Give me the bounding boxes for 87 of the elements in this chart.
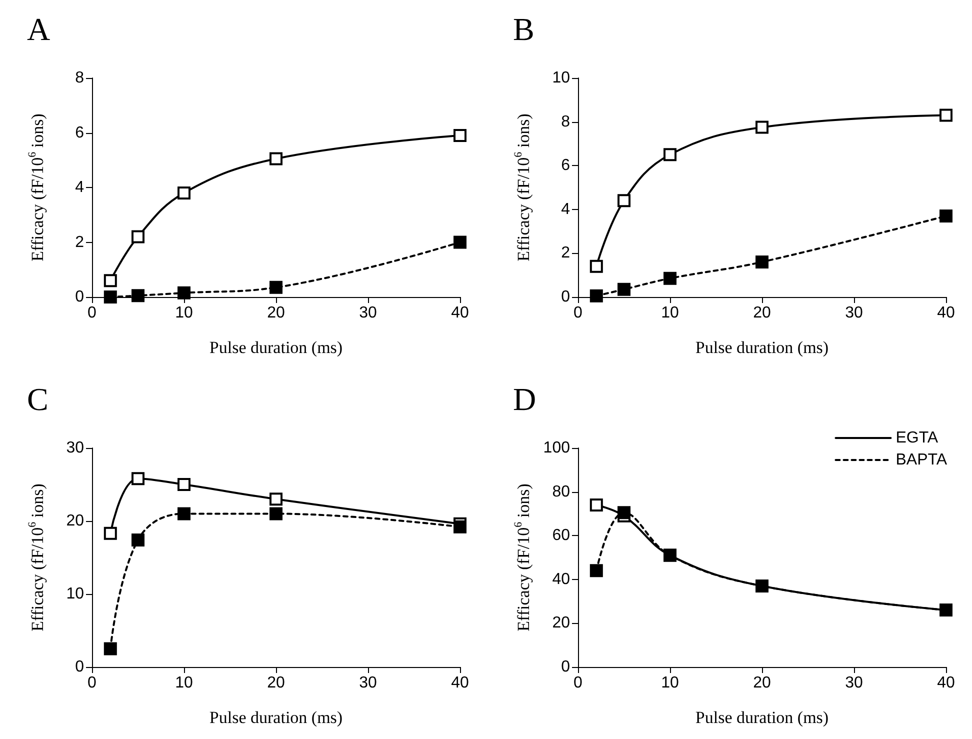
- y-tick-label: 0: [561, 288, 570, 306]
- point: [664, 148, 676, 162]
- y-axis-title: Efficacy (fF/106 ions): [512, 484, 533, 632]
- point: [132, 533, 144, 546]
- x-tick-label: 10: [661, 674, 679, 692]
- point: [590, 289, 603, 302]
- y-tick-label: 4: [561, 200, 570, 218]
- y-tick-label: 20: [66, 512, 84, 530]
- point: [178, 286, 190, 300]
- point: [590, 260, 603, 273]
- x-tick-label: 30: [845, 304, 863, 322]
- point: [454, 236, 466, 249]
- x-tick-label: 0: [88, 304, 97, 322]
- x-axis-title: Pulse duration (ms): [209, 338, 343, 357]
- x-axis-title: Pulse duration (ms): [695, 708, 829, 727]
- point: [104, 290, 117, 304]
- x-tick-label: 0: [88, 674, 97, 692]
- x-tick-label: 30: [359, 674, 377, 692]
- y-tick-label: 0: [561, 658, 570, 676]
- y-tick-label: 60: [552, 527, 570, 544]
- point: [618, 194, 630, 208]
- point: [104, 526, 117, 540]
- chart-title: D: [513, 381, 536, 417]
- point: [132, 230, 144, 244]
- chart-title: B: [513, 11, 534, 47]
- chart-title: C: [27, 381, 48, 417]
- y-tick-label: 10: [552, 70, 570, 86]
- point: [178, 507, 190, 520]
- x-tick-label: 0: [574, 304, 583, 322]
- y-tick-label: 40: [552, 570, 570, 588]
- y-tick-label: 8: [75, 70, 84, 86]
- y-tick-label: 10: [66, 586, 84, 602]
- y-tick-label: 0: [75, 288, 84, 306]
- point: [618, 282, 630, 296]
- y-tick-label: 0: [75, 658, 84, 676]
- point: [664, 272, 676, 285]
- point: [270, 492, 282, 506]
- point: [940, 108, 952, 122]
- point: [454, 128, 466, 142]
- point: [590, 498, 603, 512]
- y-tick-label: 80: [552, 483, 570, 500]
- point: [270, 507, 282, 520]
- x-tick-label: 40: [451, 304, 469, 322]
- point: [590, 564, 603, 578]
- y-tick-label: 4: [75, 179, 84, 196]
- x-tick-label: 10: [661, 304, 679, 322]
- legend-label: BAPTA: [896, 452, 948, 468]
- x-tick-label: 10: [175, 674, 193, 692]
- y-tick-label: 2: [561, 244, 570, 262]
- point: [270, 280, 282, 294]
- point: [270, 152, 282, 166]
- x-tick-label: 20: [753, 674, 771, 692]
- point: [940, 209, 952, 222]
- y-tick-label: 100: [543, 440, 570, 456]
- x-tick-label: 20: [753, 304, 771, 322]
- x-tick-label: 20: [267, 304, 285, 322]
- y-tick-label: 20: [552, 614, 570, 632]
- y-axis-title: Efficacy (fF/106 ions): [26, 114, 47, 262]
- y-tick-label: 2: [75, 234, 84, 251]
- point: [756, 120, 768, 134]
- x-tick-label: 10: [175, 304, 193, 322]
- y-tick-label: 6: [75, 124, 84, 142]
- y-tick-label: 8: [561, 113, 570, 130]
- x-axis-title: Pulse duration (ms): [209, 708, 343, 727]
- point: [104, 274, 117, 288]
- y-tick-label: 6: [561, 157, 570, 174]
- y-tick-label: 30: [66, 440, 84, 456]
- point: [454, 520, 466, 534]
- y-axis-title: Efficacy (fF/106 ions): [512, 114, 533, 262]
- point: [178, 186, 190, 200]
- point: [618, 506, 630, 520]
- x-tick-label: 40: [451, 674, 469, 692]
- x-tick-label: 20: [267, 674, 285, 692]
- x-tick-label: 30: [359, 304, 377, 322]
- point: [178, 478, 190, 491]
- point: [132, 472, 144, 486]
- x-axis-title: Pulse duration (ms): [695, 338, 829, 357]
- x-tick-label: 30: [845, 674, 863, 692]
- x-tick-label: 40: [937, 674, 955, 692]
- x-tick-label: 40: [937, 304, 955, 322]
- point: [132, 289, 144, 302]
- x-tick-label: 0: [574, 674, 583, 692]
- y-axis-title: Efficacy (fF/106 ions): [26, 484, 47, 632]
- point: [756, 255, 768, 268]
- point: [104, 642, 117, 656]
- chart-title: A: [27, 11, 50, 47]
- legend-label: EGTA: [896, 430, 938, 446]
